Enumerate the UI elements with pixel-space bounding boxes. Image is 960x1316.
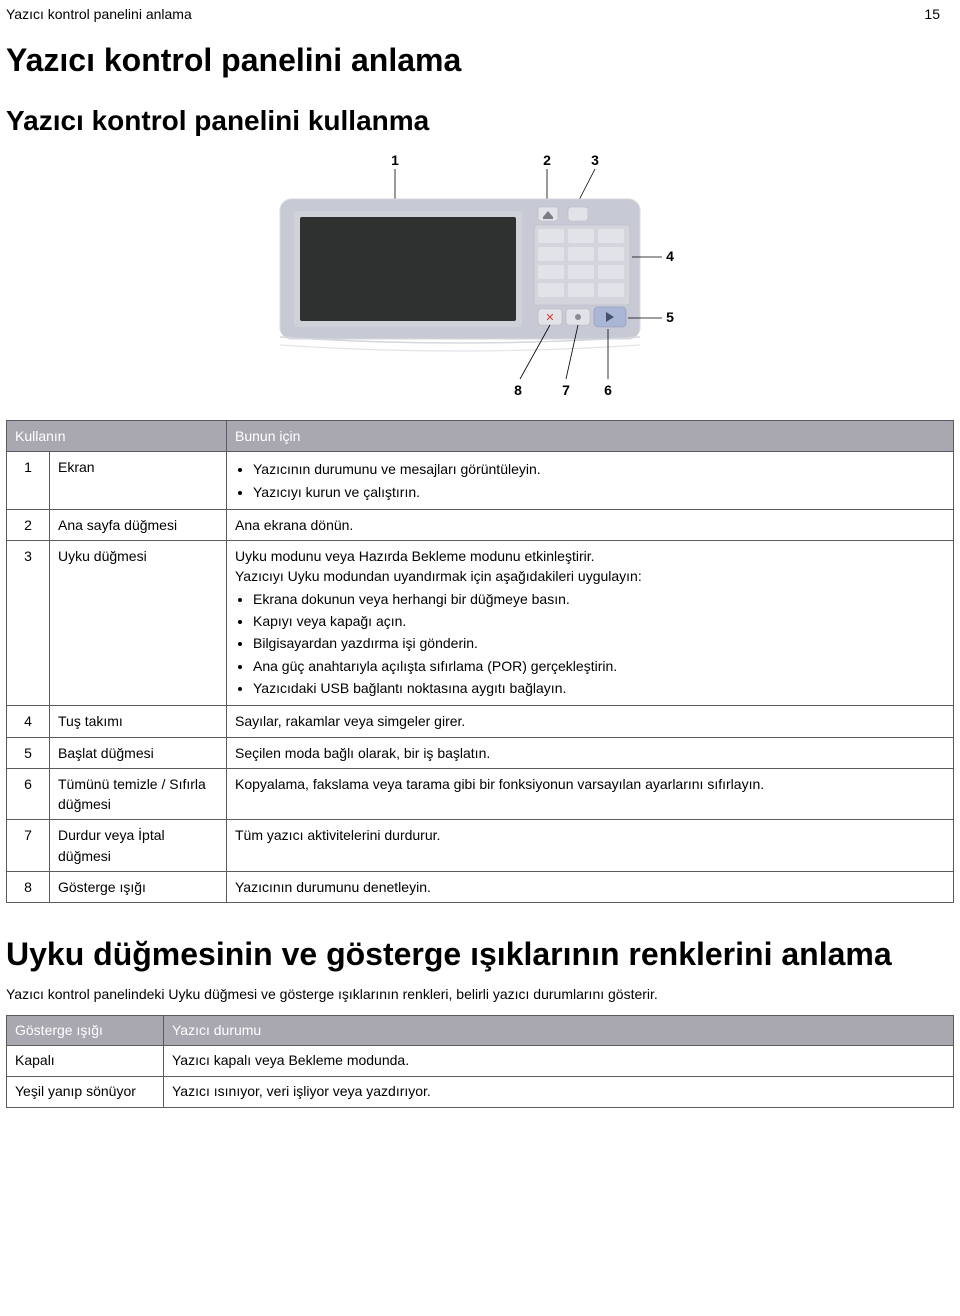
status-name: Yeşil yanıp sönüyor [7,1076,164,1107]
row-desc: Yazıcının durumunu ve mesajları görüntül… [227,452,954,510]
row-number: 7 [7,820,50,872]
callout-8: 8 [514,382,522,398]
table-row: 5Başlat düğmesiSeçilen moda bağlı olarak… [7,737,954,768]
row-number: 8 [7,872,50,903]
row-number: 1 [7,452,50,510]
row-desc: Ana ekrana dönün. [227,509,954,540]
control-panel-table: Kullanın Bunun için 1EkranYazıcının duru… [6,420,954,903]
table-row: 4Tuş takımıSayılar, rakamlar veya simgel… [7,706,954,737]
header-page-number: 15 [924,6,940,22]
callout-7: 7 [562,382,570,398]
running-header: Yazıcı kontrol panelini anlama 15 [0,0,960,24]
table-row: Yeşil yanıp sönüyorYazıcı ısınıyor, veri… [7,1076,954,1107]
row-desc: Seçilen moda bağlı olarak, bir iş başlat… [227,737,954,768]
callout-3: 3 [591,152,599,168]
table-row: 7Durdur veya İptal düğmesiTüm yazıcı akt… [7,820,954,872]
svg-text:✕: ✕ [545,312,554,324]
callout-5: 5 [666,309,674,325]
row-number: 6 [7,768,50,820]
status-table: Gösterge ışığı Yazıcı durumu KapalıYazıc… [6,1015,954,1108]
table-row: 8Gösterge ışığıYazıcının durumunu denetl… [7,872,954,903]
row-name: Ana sayfa düğmesi [50,509,227,540]
callout-2: 2 [543,152,551,168]
row-name: Gösterge ışığı [50,872,227,903]
table-row: KapalıYazıcı kapalı veya Bekleme modunda… [7,1046,954,1077]
th-for: Bunun için [227,421,954,452]
row-name: Tuş takımı [50,706,227,737]
status-desc: Yazıcı ısınıyor, veri işliyor veya yazdı… [164,1076,954,1107]
control-panel-svg: 1 2 3 [210,147,750,407]
row-name: Ekran [50,452,227,510]
row-name: Uyku düğmesi [50,541,227,706]
table-row: 2Ana sayfa düğmesiAna ekrana dönün. [7,509,954,540]
section-using-panel: Yazıcı kontrol panelini kullanma [6,105,954,137]
row-desc: Kopyalama, fakslama veya tarama gibi bir… [227,768,954,820]
callout-4: 4 [666,248,674,264]
row-desc: Yazıcının durumunu denetleyin. [227,872,954,903]
table-row: 6Tümünü temizle / Sıfırla düğmesiKopyala… [7,768,954,820]
callout-6: 6 [604,382,612,398]
callout-1: 1 [391,152,399,168]
table-row: 3Uyku düğmesiUyku modunu veya Hazırda Be… [7,541,954,706]
section-colors-title: Uyku düğmesinin ve gösterge ışıklarının … [6,935,954,973]
row-desc: Sayılar, rakamlar veya simgeler girer. [227,706,954,737]
row-name: Başlat düğmesi [50,737,227,768]
row-desc: Tüm yazıcı aktivitelerini durdurur. [227,820,954,872]
row-number: 5 [7,737,50,768]
sleep-button [568,207,588,221]
page-title: Yazıcı kontrol panelini anlama [6,42,954,79]
status-desc: Yazıcı kapalı veya Bekleme modunda. [164,1046,954,1077]
row-number: 2 [7,509,50,540]
row-name: Tümünü temizle / Sıfırla düğmesi [50,768,227,820]
th-printer-status: Yazıcı durumu [164,1015,954,1046]
control-panel-figure: 1 2 3 [6,147,954,412]
keypad [534,225,630,305]
th-use: Kullanın [7,421,227,452]
colors-intro: Yazıcı kontrol panelindeki Uyku düğmesi … [6,984,954,1005]
status-name: Kapalı [7,1046,164,1077]
table-row: 1EkranYazıcının durumunu ve mesajları gö… [7,452,954,510]
th-indicator: Gösterge ışığı [7,1015,164,1046]
row-number: 4 [7,706,50,737]
row-name: Durdur veya İptal düğmesi [50,820,227,872]
row-number: 3 [7,541,50,706]
header-left: Yazıcı kontrol panelini anlama [6,6,192,22]
row-desc: Uyku modunu veya Hazırda Bekleme modunu … [227,541,954,706]
